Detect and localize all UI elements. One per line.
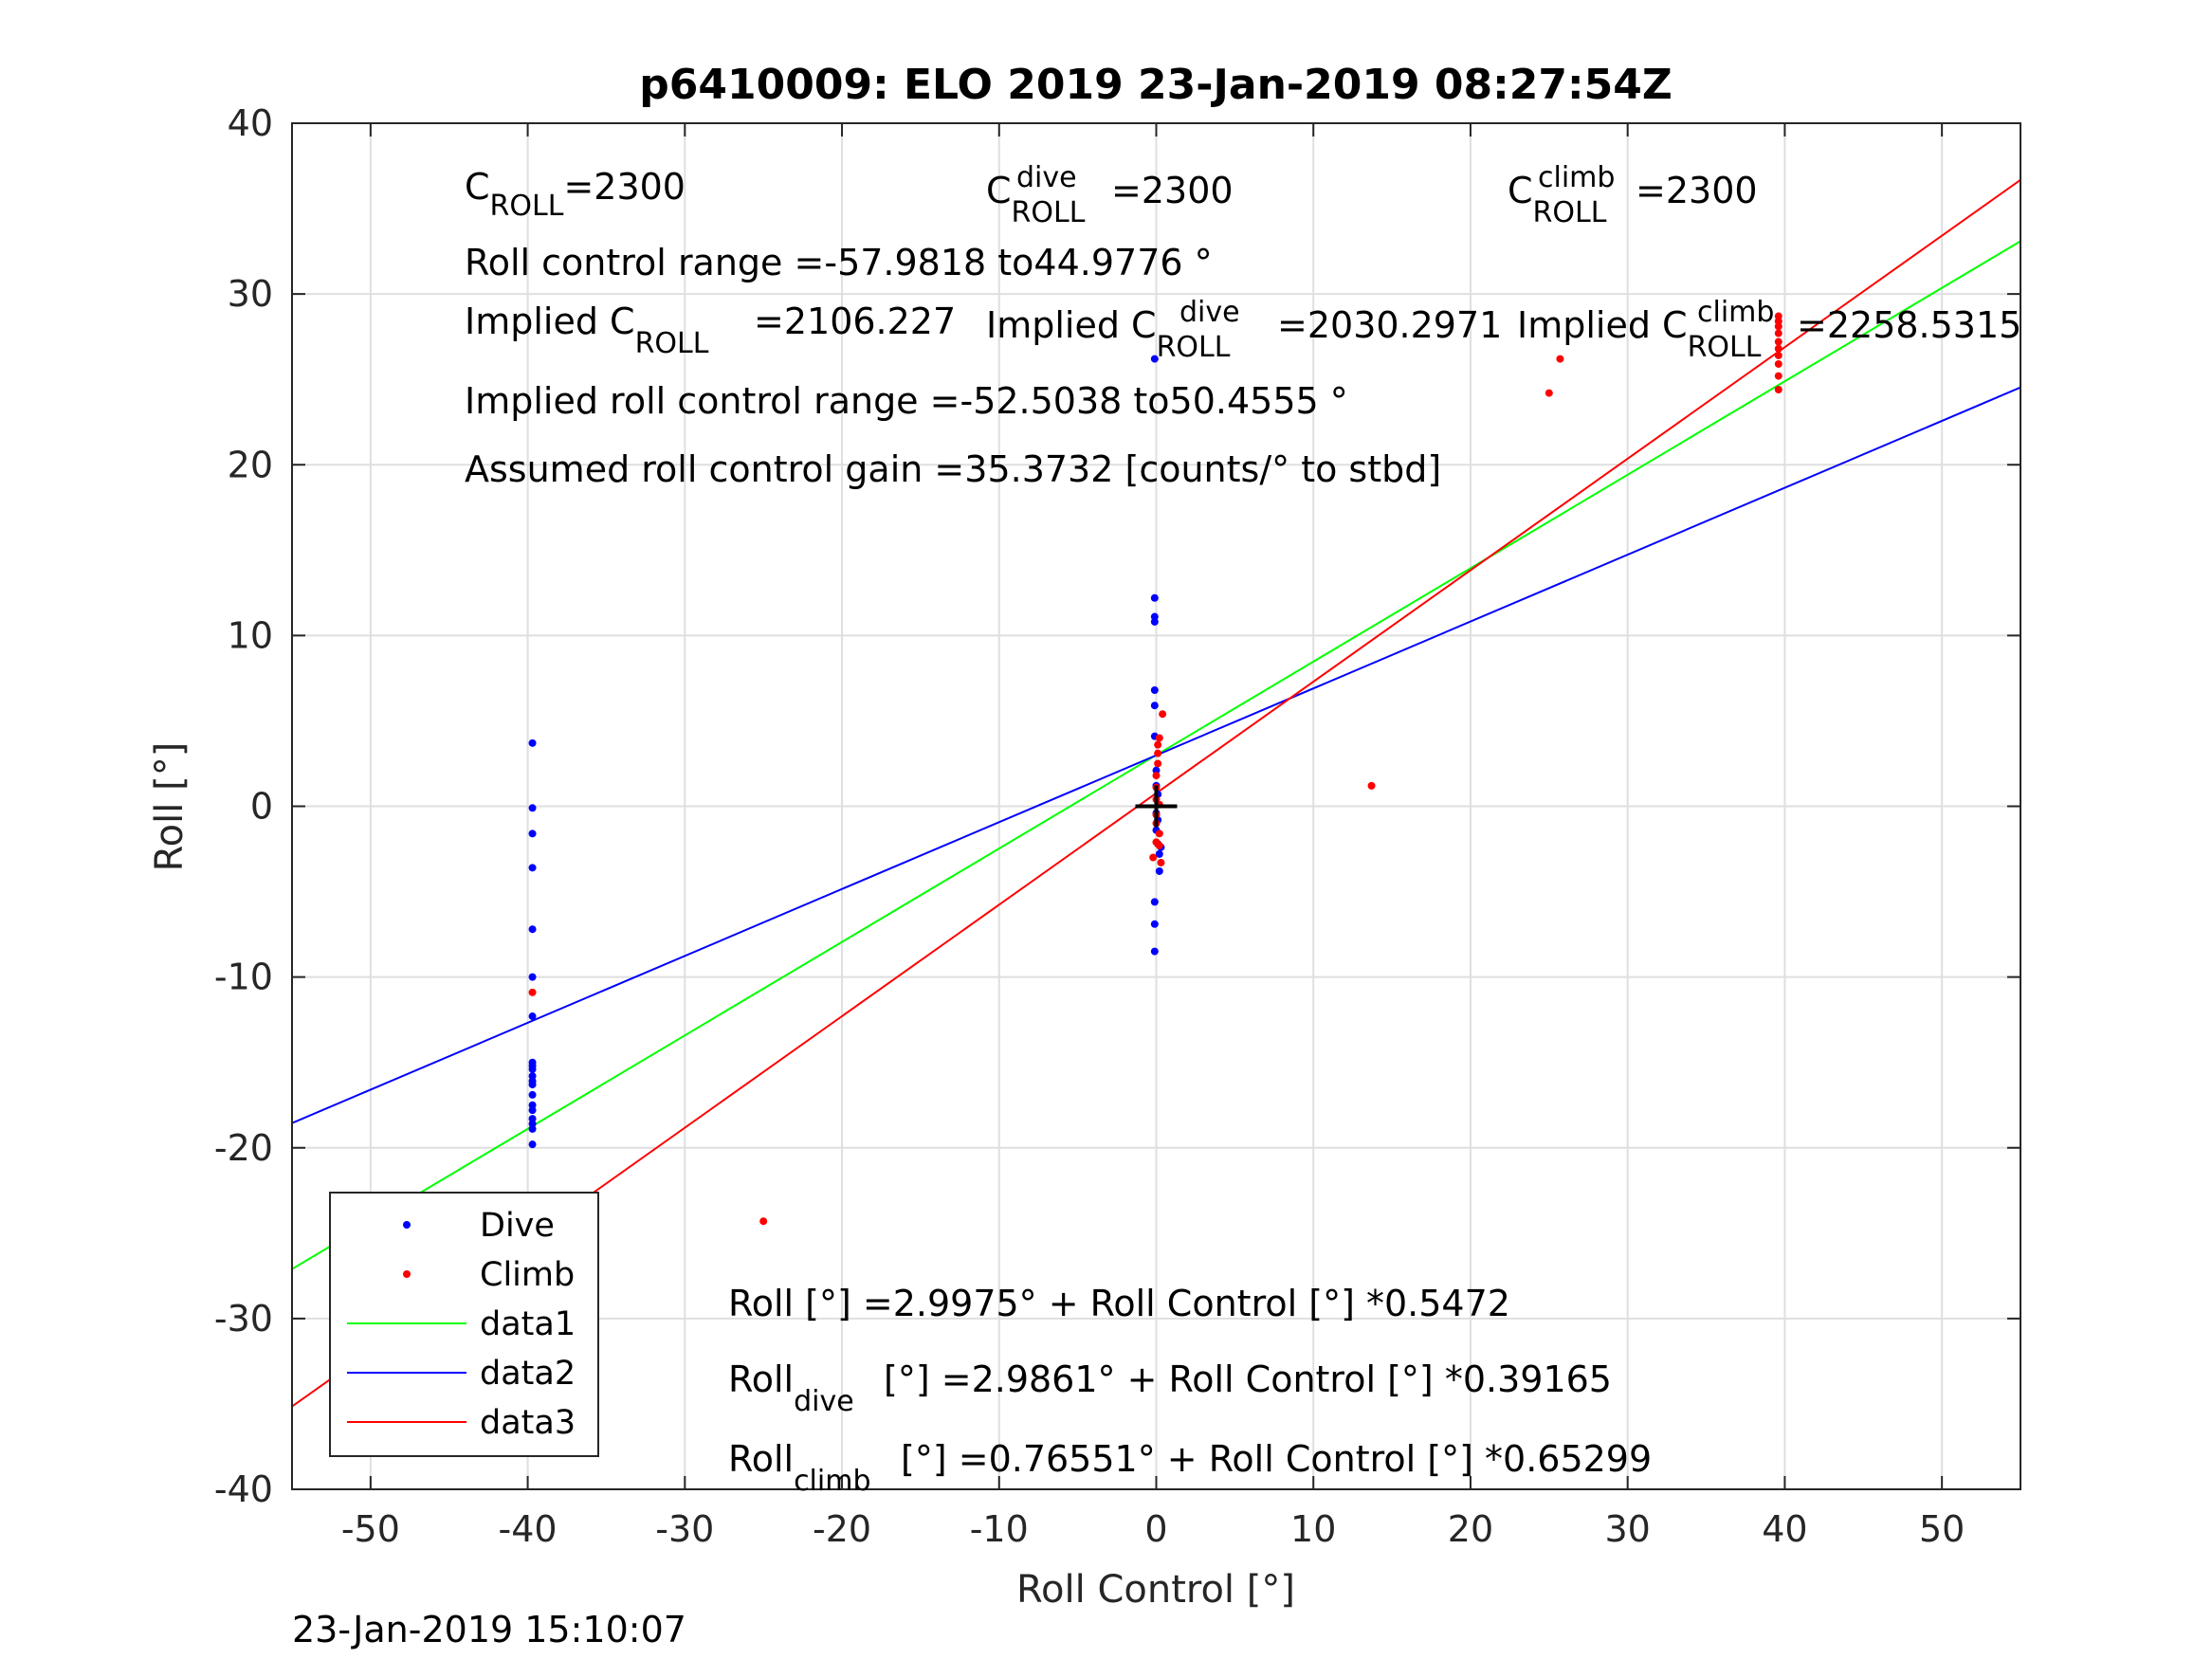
x-tick-label: -10 xyxy=(970,1508,1029,1550)
footer-timestamp: 23-Jan-2019 15:10:07 xyxy=(292,1609,686,1650)
climb-point xyxy=(1774,312,1782,320)
annotation-implied-roll-control-range: Implied roll control range =-52.5038 to5… xyxy=(465,380,1348,422)
dive-point xyxy=(1150,617,1159,626)
climb-point xyxy=(1154,759,1162,768)
climb-point xyxy=(1774,344,1782,353)
y-tick-label: -30 xyxy=(214,1298,273,1340)
dive-point xyxy=(528,973,537,981)
climb-point xyxy=(1774,329,1782,337)
climb-point xyxy=(1159,710,1167,719)
climb-point xyxy=(1152,772,1161,780)
axes: -50 -40 -30 -20 -10 0 10 20 30 40 50 -40 -30 -20 -10 0 1… xyxy=(214,102,2021,1550)
x-axis-label: Roll Control [°] xyxy=(1016,1568,1295,1612)
climb-point xyxy=(1556,355,1564,363)
y-tick-label: 20 xyxy=(228,444,273,485)
dive-point xyxy=(1150,920,1159,928)
x-tick-label: 50 xyxy=(1919,1508,1965,1550)
x-tick-label: -20 xyxy=(813,1508,871,1550)
dive-point xyxy=(528,925,537,934)
dive-point xyxy=(1150,702,1159,710)
climb-point xyxy=(1155,830,1163,838)
chart-title: p6410009: ELO 2019 23-Jan-2019 08:27:54Z xyxy=(639,61,1672,109)
legend-label-data1: data1 xyxy=(480,1305,576,1343)
dive-point xyxy=(528,738,537,747)
climb-point xyxy=(528,988,537,996)
dive-point xyxy=(528,1081,537,1089)
y-tick-label: 30 xyxy=(228,273,273,315)
dive-point xyxy=(528,1065,537,1073)
legend-label-data2: data2 xyxy=(480,1355,576,1393)
dive-point xyxy=(1150,355,1159,363)
y-tick-label: -40 xyxy=(214,1468,273,1510)
y-axis-label: Roll [°] xyxy=(148,742,192,872)
climb-point xyxy=(1774,351,1782,359)
x-tick-label: 40 xyxy=(1762,1508,1807,1550)
y-tick-label: 10 xyxy=(228,614,273,656)
y-tick-label: -20 xyxy=(214,1127,273,1169)
dive-point xyxy=(528,1012,537,1021)
x-tick-label: 30 xyxy=(1605,1508,1651,1550)
dive-point xyxy=(1155,849,1163,858)
annotation-fit-climb: Rollclimb[°] =0.76551° + Roll Control [°… xyxy=(728,1438,1652,1498)
dive-point xyxy=(1150,686,1159,695)
x-tick-label: -50 xyxy=(341,1508,400,1550)
climb-point xyxy=(1155,841,1163,849)
dive-point xyxy=(1150,898,1159,906)
annotation-roll-control-range: Roll control range =-57.9818 to44.9776 ° xyxy=(465,242,1213,283)
legend-swatch-dive xyxy=(403,1221,411,1229)
x-tick-label: 10 xyxy=(1290,1508,1336,1550)
x-tick-label: -30 xyxy=(655,1508,714,1550)
annotation-c-roll: CROLL=2300 xyxy=(465,166,686,223)
climb-point xyxy=(1149,853,1158,862)
legend-label-climb: Climb xyxy=(480,1256,575,1294)
dive-point xyxy=(528,1124,537,1133)
axes-box xyxy=(291,122,2021,1490)
legend: Dive Climb data1 data2 data3 xyxy=(329,1192,599,1457)
legend-label-dive: Dive xyxy=(480,1207,555,1245)
climb-point xyxy=(1774,359,1782,368)
climb-point xyxy=(1774,385,1782,393)
dive-point xyxy=(528,804,537,812)
y-tick-label: 0 xyxy=(250,786,273,828)
x-tick-label: -40 xyxy=(499,1508,558,1550)
annotation-c-roll-dive: CROLLdive =2300 xyxy=(986,161,1234,229)
annotation-implied-c-roll-dive: Implied CROLLdive =2030.2971 xyxy=(986,296,1502,364)
climb-point xyxy=(759,1217,768,1226)
data-points xyxy=(528,312,1782,1254)
legend-label-data3: data3 xyxy=(480,1404,576,1442)
legend-entries: Dive Climb data1 data2 data3 xyxy=(347,1207,576,1442)
climb-point xyxy=(1367,781,1376,790)
annotation-assumed-gain: Assumed roll control gain =35.3732 [coun… xyxy=(465,448,1441,490)
dive-point xyxy=(528,1140,537,1149)
y-tick-label: 40 xyxy=(228,102,273,144)
climb-point xyxy=(1545,389,1553,397)
climb-point xyxy=(1774,337,1782,346)
climb-point xyxy=(1154,749,1162,757)
annotation-fit-all: Roll [°] =2.9975° + Roll Control [°] *0.… xyxy=(728,1283,1510,1324)
dive-point xyxy=(528,864,537,872)
x-tick-label: 0 xyxy=(1144,1508,1167,1550)
y-tick-label: -10 xyxy=(214,957,273,998)
dive-point xyxy=(1155,866,1163,875)
legend-swatch-climb xyxy=(403,1270,411,1278)
x-tick-label: 20 xyxy=(1448,1508,1493,1550)
dive-point xyxy=(528,1090,537,1099)
climb-point xyxy=(1774,372,1782,380)
dive-point xyxy=(528,1106,537,1115)
climb-point xyxy=(1154,740,1162,749)
annotation-implied-c-roll-climb: Implied CROLLclimb =2258.5315 xyxy=(1517,296,2021,364)
annotation-fit-dive: Rolldive[°] =2.9861° + Roll Control [°] … xyxy=(728,1358,1612,1418)
climb-point xyxy=(1155,734,1163,742)
annotation-implied-c-roll: Implied CROLL=2106.227 xyxy=(465,301,956,360)
dive-point xyxy=(1150,947,1159,956)
climb-point xyxy=(1157,858,1165,866)
annotation-c-roll-climb: CROLLclimb =2300 xyxy=(1508,161,1758,229)
dive-point xyxy=(1150,593,1159,602)
dive-point xyxy=(528,830,537,838)
